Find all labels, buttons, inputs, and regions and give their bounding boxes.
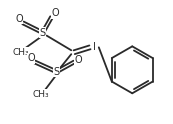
- Text: O: O: [52, 8, 59, 18]
- Text: O: O: [74, 55, 82, 65]
- Text: O: O: [15, 14, 23, 24]
- Text: S: S: [53, 67, 60, 77]
- Text: S: S: [40, 28, 46, 38]
- Text: CH₃: CH₃: [13, 48, 29, 57]
- Text: O: O: [27, 53, 35, 63]
- Text: CH₃: CH₃: [32, 90, 49, 99]
- Text: I: I: [93, 42, 96, 52]
